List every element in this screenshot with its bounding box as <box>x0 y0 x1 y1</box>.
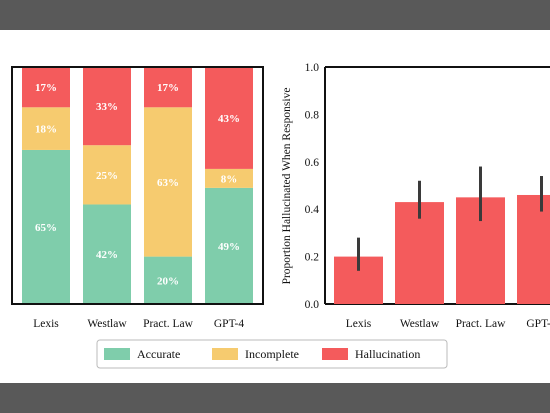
bar-pract-law-accurate <box>144 256 192 304</box>
x-tick-westlaw: Westlaw <box>87 318 127 330</box>
bar-westlaw-incomplete <box>83 145 131 205</box>
bar-gpt-4 <box>517 194 550 304</box>
y-tick-0-2: 0.2 <box>305 252 320 264</box>
label-pract-law-incomplete: 63% <box>157 177 179 189</box>
x-tick-westlaw: Westlaw <box>400 318 440 330</box>
bar-lexis-incomplete <box>22 107 70 150</box>
bar-westlaw <box>395 202 444 304</box>
legend: Accurate Incomplete Hallucination <box>96 339 448 369</box>
label-westlaw-hallucination: 33% <box>96 101 118 113</box>
y-tick-0-0: 0.0 <box>305 299 320 311</box>
y-tick-0-8: 0.8 <box>305 109 320 121</box>
x-tick-pract-law: Pract. Law <box>456 318 507 330</box>
y-tick-1-0: 1.0 <box>305 62 320 74</box>
bar-pract-law-hallucination <box>144 67 192 108</box>
x-tick-gpt-4: GPT-4 <box>526 318 550 330</box>
top-letterbox-band <box>0 0 550 30</box>
y-tick-0-4: 0.4 <box>305 204 320 216</box>
label-lexis-hallucination: 17% <box>35 82 57 94</box>
label-westlaw-incomplete: 25% <box>96 170 118 182</box>
bar-pract-law-incomplete <box>144 107 192 257</box>
y-tick-0-6: 0.6 <box>305 157 320 169</box>
label-gpt-4-hallucination: 43% <box>218 113 240 125</box>
label-westlaw-accurate: 42% <box>96 249 118 261</box>
bar-westlaw-hallucination <box>83 67 131 146</box>
stacked-response-chart: 65% 18% 17% Lexis 42% 25% 33% Westlaw 20% 63% 17% P… <box>11 66 264 330</box>
x-tick-gpt-4: GPT-4 <box>214 318 244 330</box>
legend-frame <box>96 339 448 369</box>
legend-label-accurate: Accurate <box>137 347 180 361</box>
legend-label-incomplete: Incomplete <box>245 347 299 361</box>
bar-gpt-4-hallucination <box>205 67 253 169</box>
legend-swatch-incomplete <box>212 348 238 360</box>
bar-lexis-accurate <box>22 149 70 304</box>
x-tick-lexis: Lexis <box>346 318 372 330</box>
bottom-letterbox-band <box>0 383 550 413</box>
legend-label-hallucination: Hallucination <box>355 347 420 361</box>
hallucination-rate-chart: 0.0 0.2 0.4 0.6 0.8 1.0 Lexis Westlaw Pract. Law… <box>281 62 550 330</box>
x-tick-lexis: Lexis <box>33 318 59 330</box>
bar-westlaw-accurate <box>83 204 131 304</box>
bar-gpt-4-incomplete <box>205 168 253 188</box>
x-tick-pract-law: Pract. Law <box>143 318 194 330</box>
label-lexis-incomplete: 18% <box>35 124 57 136</box>
bar-lexis-hallucination <box>22 67 70 108</box>
label-gpt-4-accurate: 49% <box>218 241 240 253</box>
legend-swatch-accurate <box>104 348 130 360</box>
label-lexis-accurate: 65% <box>35 222 57 234</box>
y-axis-label: Proportion Hallucinated When Responsive <box>281 88 293 285</box>
plot-frame <box>11 66 264 305</box>
bar-gpt-4-accurate <box>205 187 253 304</box>
label-pract-law-hallucination: 17% <box>157 82 179 94</box>
label-pract-law-accurate: 20% <box>157 275 179 287</box>
label-gpt-4-incomplete: 8% <box>221 173 238 185</box>
legend-swatch-hallucination <box>322 348 348 360</box>
